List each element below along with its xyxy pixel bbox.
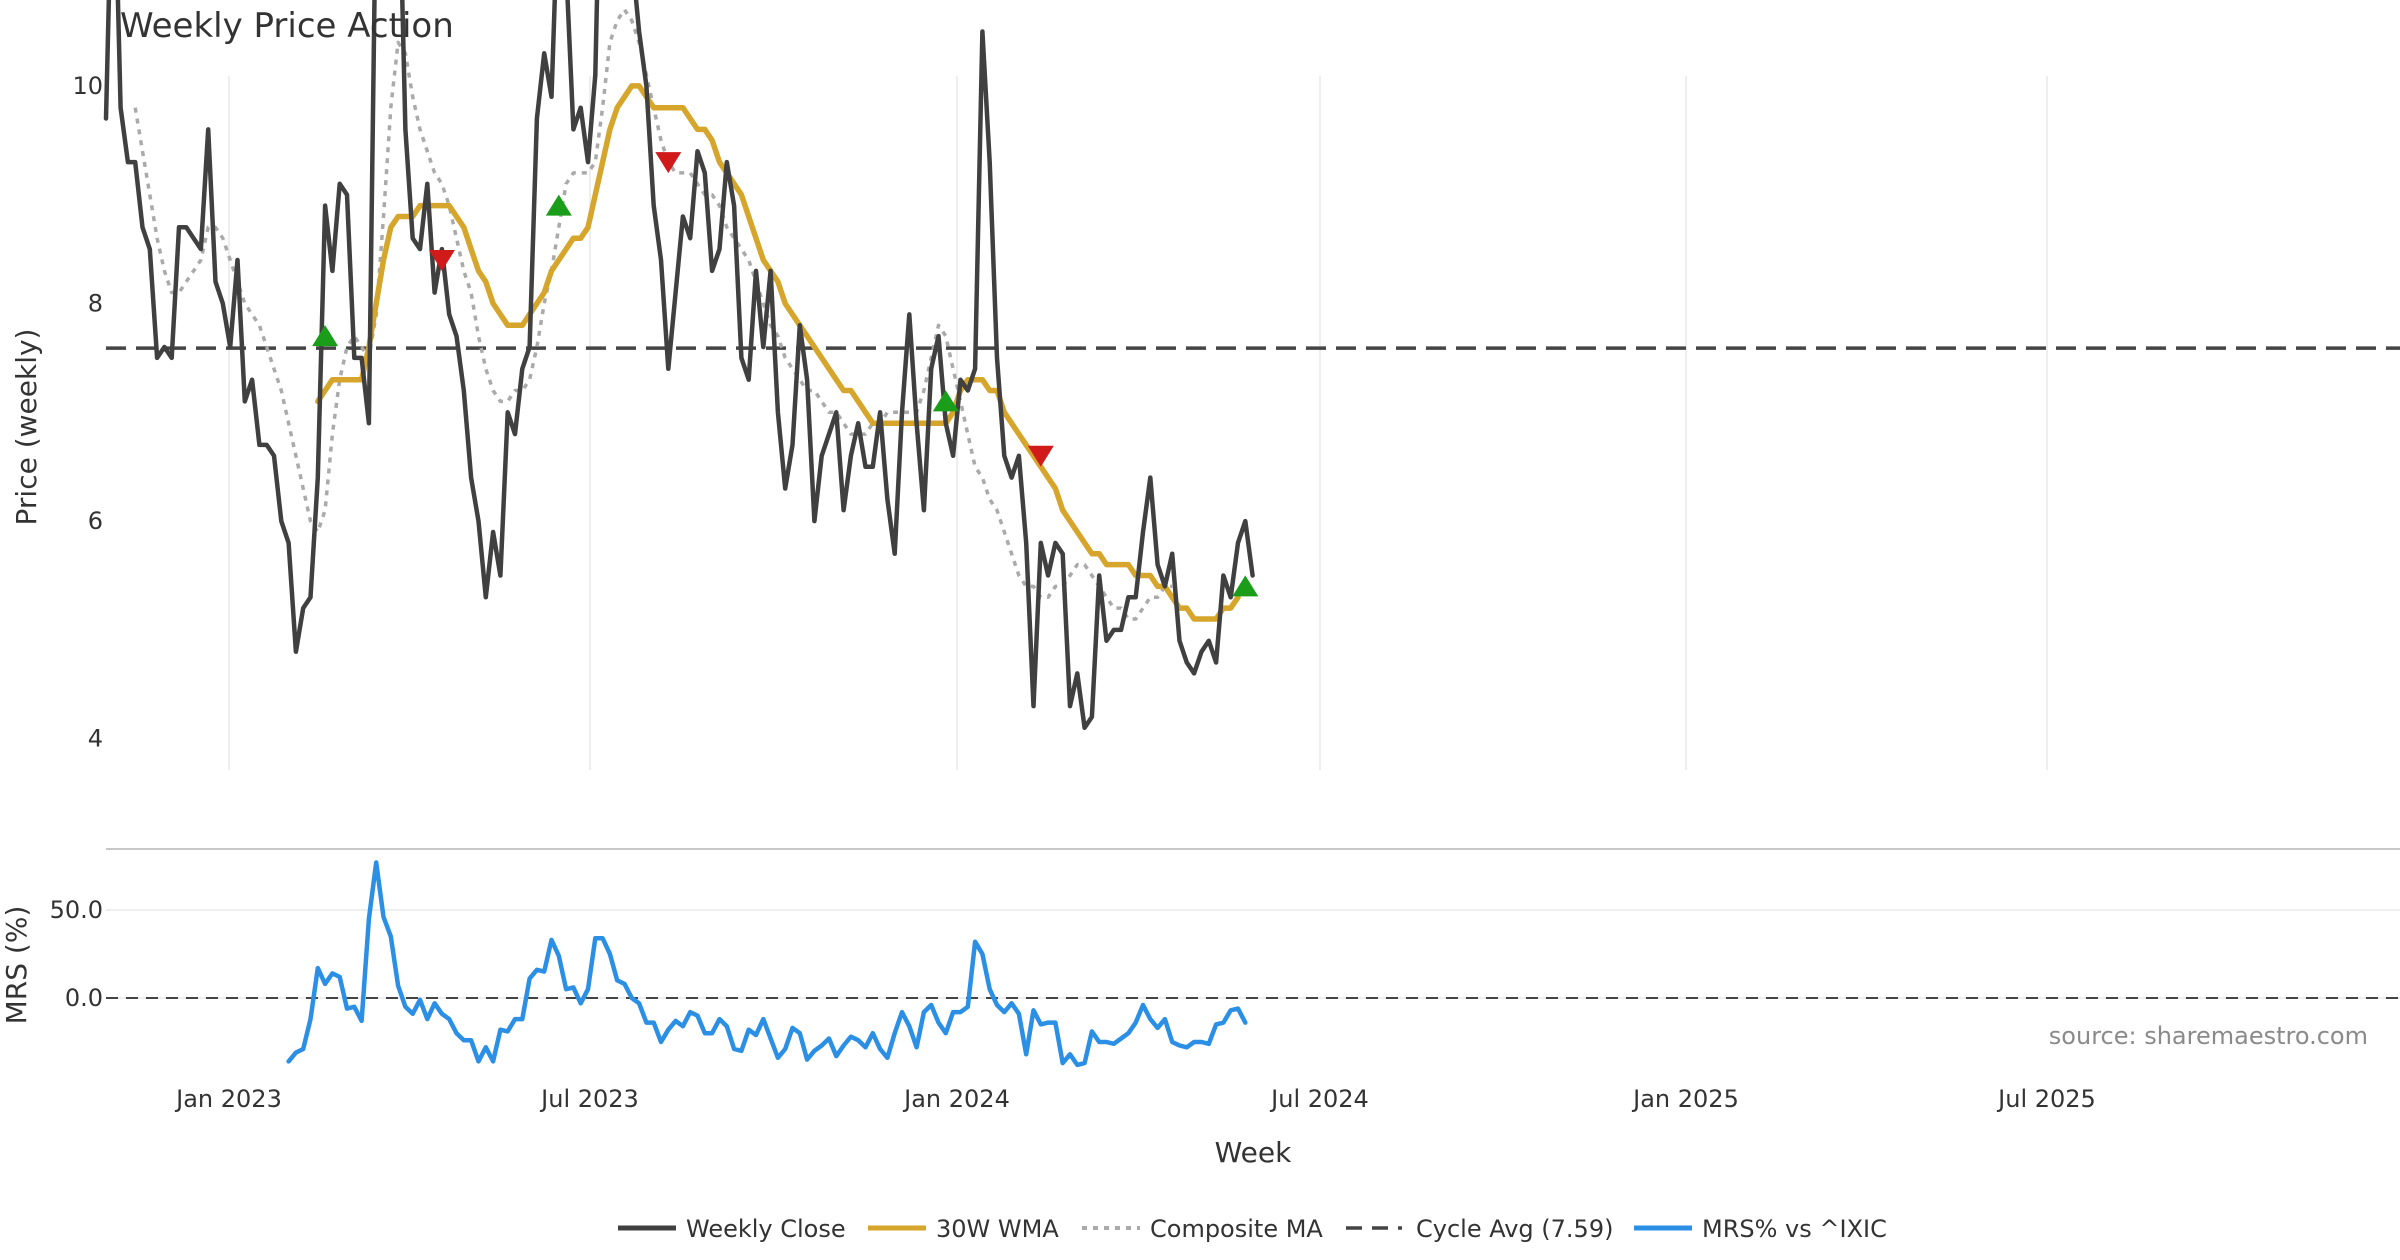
price-y-tick-label: 8 [88, 290, 103, 318]
grid-layer [106, 76, 2400, 999]
price-y-tick-label: 10 [72, 72, 103, 100]
legend-label: MRS% vs ^IXIC [1702, 1215, 1887, 1243]
source-label: source: sharemaestro.com [2049, 1022, 2368, 1050]
series-layer [103, 0, 1255, 1068]
x-tick-label: Jul 2023 [539, 1085, 639, 1113]
buy-signal-marker [312, 325, 339, 347]
sell-signal-marker [428, 250, 455, 271]
legend-label: Weekly Close [686, 1215, 846, 1243]
weekly-close-line [103, 0, 1255, 731]
sell-signal-marker [1027, 445, 1054, 467]
x-axis-label: Week [1215, 1136, 1292, 1169]
sell-signal-marker [655, 152, 682, 174]
composite-ma-line [133, 7, 1173, 621]
x-tick-label: Jan 2024 [902, 1085, 1010, 1113]
buy-signal-marker [1232, 575, 1259, 597]
mrs-y-tick-label: 50.0 [50, 896, 103, 924]
x-tick-label: Jul 2025 [1996, 1085, 2096, 1113]
signal-markers [312, 152, 1259, 597]
price-y-axis-label: Price (weekly) [10, 329, 43, 526]
legend-label: Cycle Avg (7.59) [1416, 1215, 1613, 1243]
mrs-line [286, 860, 1248, 1068]
axis-labels: Jan 2023 Jul 2023 Jan 2024 Jul 2024 Jan 2025… [50, 72, 2096, 1113]
x-tick-label: Jul 2024 [1269, 1085, 1369, 1113]
mrs-y-axis-label: MRS (%) [0, 906, 33, 1025]
price-y-tick-label: 4 [88, 725, 103, 753]
mrs-y-tick-label: 0.0 [65, 984, 103, 1012]
wma-30w-line [315, 83, 1241, 622]
chart-title: Weekly Price Action [120, 6, 454, 46]
reference-lines [106, 346, 2400, 999]
buy-signal-marker [932, 390, 959, 412]
x-tick-label: Jan 2025 [1631, 1085, 1739, 1113]
x-tick-label: Jan 2023 [174, 1085, 282, 1113]
buy-signal-marker [545, 194, 572, 216]
legend-label: Composite MA [1150, 1215, 1323, 1243]
price-y-tick-label: 6 [88, 507, 103, 535]
legend: Weekly Close 30W WMA Composite MA Cycle Avg… [618, 1215, 1887, 1243]
legend-label: 30W WMA [936, 1215, 1059, 1243]
